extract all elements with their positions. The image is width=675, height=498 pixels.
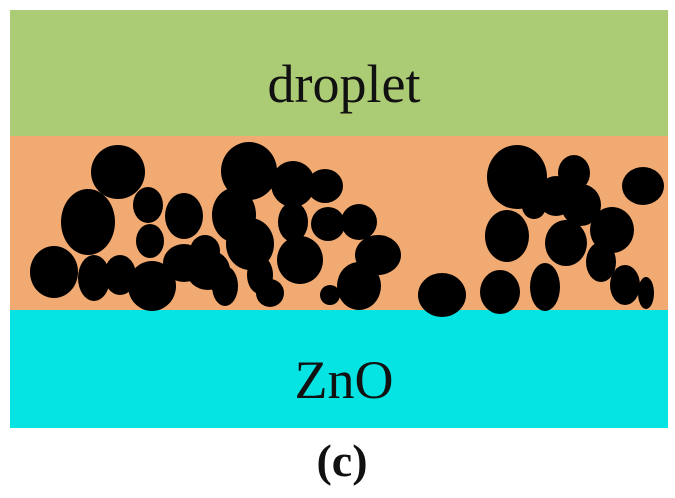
particle <box>485 210 529 262</box>
particle <box>530 263 560 311</box>
particle <box>221 142 277 200</box>
particle <box>271 161 315 207</box>
particle <box>256 279 284 307</box>
particle <box>307 169 343 203</box>
particle-cluster <box>30 142 664 317</box>
particle <box>561 184 601 226</box>
particle <box>190 235 220 267</box>
particle <box>320 285 340 305</box>
particle <box>91 145 145 199</box>
particle <box>610 265 640 305</box>
particle <box>480 270 520 314</box>
particle <box>78 255 110 301</box>
particle <box>522 193 546 219</box>
particle <box>278 202 308 242</box>
particle <box>311 207 345 241</box>
particle <box>418 273 466 317</box>
particle <box>277 236 323 284</box>
particle <box>638 277 654 309</box>
particle <box>30 246 78 298</box>
particle <box>558 155 590 191</box>
particle <box>61 189 115 255</box>
particle <box>128 261 176 311</box>
particle <box>165 193 203 239</box>
particle <box>545 220 587 266</box>
particle <box>590 207 634 253</box>
particle <box>337 262 381 310</box>
figure-caption: (c) <box>316 435 367 486</box>
particle <box>487 145 547 209</box>
particle <box>133 187 163 223</box>
particle <box>341 204 377 240</box>
particle <box>586 242 616 282</box>
droplet-layer <box>10 10 668 136</box>
zno-substrate-layer <box>10 310 668 428</box>
droplet-label: droplet <box>268 54 421 114</box>
particle <box>136 224 164 258</box>
particle <box>622 167 664 205</box>
particle <box>212 266 238 306</box>
zno-label: ZnO <box>295 350 394 410</box>
particle <box>104 255 136 295</box>
